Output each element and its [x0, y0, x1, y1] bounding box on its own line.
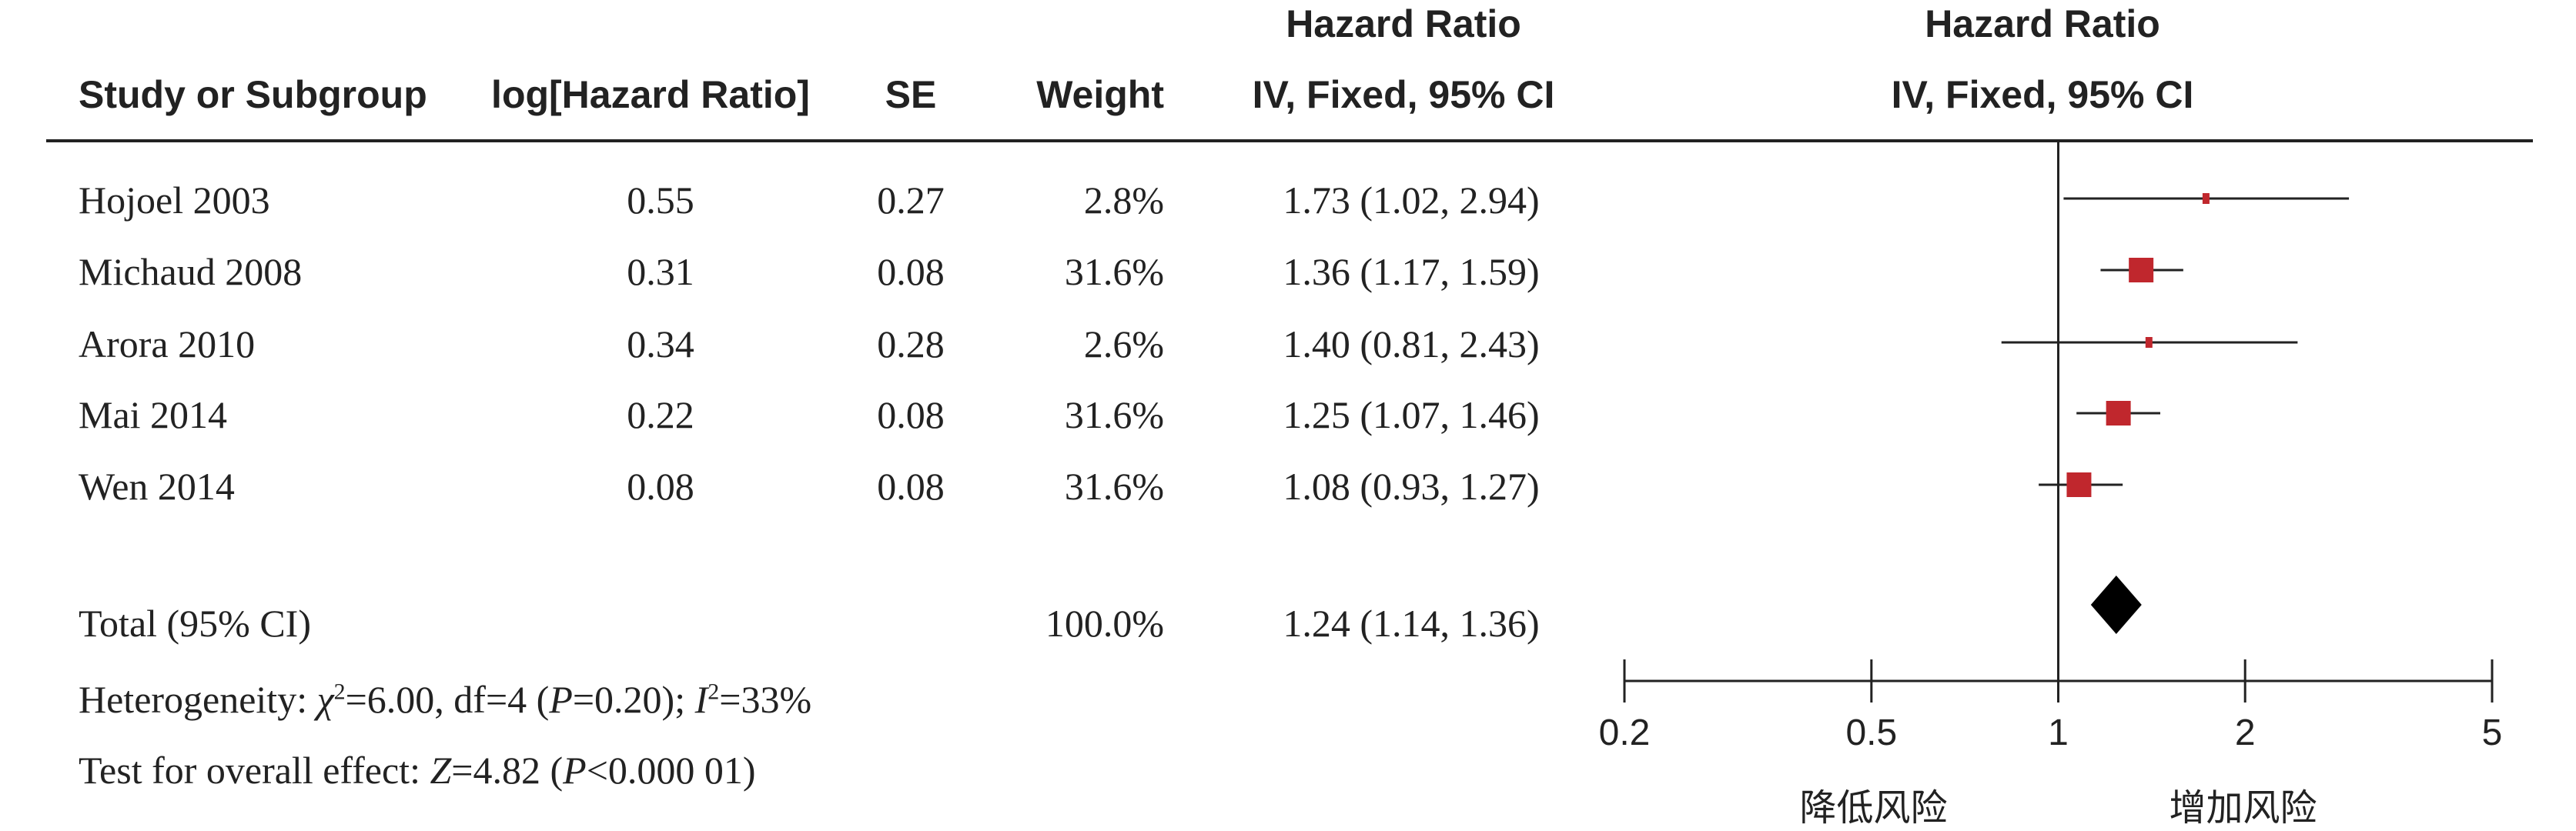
se-value: 0.08 [877, 393, 945, 436]
study-name: Hojoel 2003 [79, 179, 270, 222]
col-header-ci: IV, Fixed, 95% CI [1252, 73, 1555, 116]
col-header-weight: Weight [1036, 73, 1164, 116]
study-name: Mai 2014 [79, 393, 228, 436]
overall-effect-text: Test for overall effect: Z=4.82 (P<0.000… [79, 749, 756, 792]
se-value: 0.27 [877, 179, 945, 222]
col-header-se: SE [885, 73, 937, 116]
total-weight: 100.0% [1045, 602, 1164, 645]
se-value: 0.28 [877, 322, 945, 365]
ci-value: 1.36 (1.17, 1.59) [1283, 250, 1540, 293]
total-ci: 1.24 (1.14, 1.36) [1283, 602, 1540, 645]
hr-plot-header-top: Hazard Ratio [1925, 2, 2160, 45]
weight-value: 31.6% [1064, 250, 1164, 293]
ci-value: 1.25 (1.07, 1.46) [1283, 393, 1540, 436]
x-tick-label: 2 [2234, 713, 2256, 753]
ci-value: 1.40 (0.81, 2.43) [1283, 322, 1540, 365]
col-header-study: Study or Subgroup [79, 73, 427, 116]
study-square [2145, 337, 2153, 348]
pooled-effect-diamond [2090, 576, 2142, 634]
study-name: Michaud 2008 [79, 250, 303, 293]
study-name: Arora 2010 [79, 322, 256, 365]
study-name: Wen 2014 [79, 465, 235, 508]
x-tick-label: 5 [2481, 713, 2503, 753]
favours-increased-risk-label: 增加风险 [2169, 786, 2317, 829]
log-hr-value: 0.08 [627, 465, 694, 508]
log-hr-value: 0.55 [627, 179, 694, 222]
weight-value: 2.8% [1083, 179, 1164, 222]
x-tick-label: 0.5 [1845, 713, 1898, 753]
study-square [2202, 193, 2210, 204]
se-value: 0.08 [877, 250, 945, 293]
x-tick-label: 1 [2048, 713, 2069, 753]
log-hr-value: 0.31 [627, 250, 694, 293]
study-square [2106, 401, 2131, 426]
heterogeneity-text: Heterogeneity: χ2=6.00, df=4 (P=0.20); I… [79, 678, 812, 721]
weight-value: 31.6% [1064, 465, 1164, 508]
favours-decreased-risk-label: 降低风险 [1799, 786, 1948, 829]
study-square [2129, 258, 2154, 282]
weight-value: 31.6% [1064, 393, 1164, 436]
ci-value: 1.08 (0.93, 1.27) [1283, 465, 1540, 508]
col-header-log-hr: log[Hazard Ratio] [491, 73, 810, 116]
total-label: Total (95% CI) [79, 602, 311, 645]
log-hr-value: 0.34 [627, 322, 694, 365]
header-rule [46, 139, 2533, 142]
x-tick-label: 0.2 [1598, 713, 1651, 753]
col-header-plot-ci: IV, Fixed, 95% CI [1891, 73, 2194, 116]
log-hr-value: 0.22 [627, 393, 694, 436]
se-value: 0.08 [877, 465, 945, 508]
ci-value: 1.73 (1.02, 2.94) [1283, 179, 1540, 222]
study-square [2066, 472, 2092, 497]
hr-header-top: Hazard Ratio [1286, 2, 1521, 45]
weight-value: 2.6% [1083, 322, 1164, 365]
